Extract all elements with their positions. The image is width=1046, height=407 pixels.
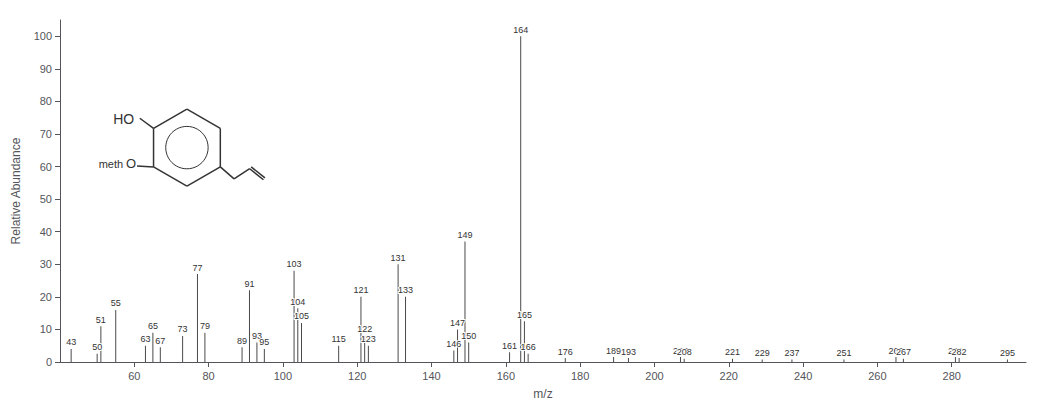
svg-text:147: 147 — [450, 318, 465, 328]
svg-text:90: 90 — [40, 63, 52, 75]
svg-text:282: 282 — [952, 347, 967, 357]
svg-text:240: 240 — [794, 370, 812, 382]
svg-text:149: 149 — [457, 230, 472, 240]
svg-text:260: 260 — [868, 370, 886, 382]
svg-text:70: 70 — [40, 128, 52, 140]
svg-text:51: 51 — [96, 315, 106, 325]
svg-text:79: 79 — [200, 321, 210, 331]
svg-text:73: 73 — [178, 324, 188, 334]
svg-text:O: O — [126, 156, 136, 171]
svg-text:176: 176 — [558, 347, 573, 357]
svg-text:0: 0 — [46, 356, 52, 368]
svg-text:180: 180 — [571, 370, 589, 382]
svg-text:63: 63 — [140, 334, 150, 344]
svg-text:80: 80 — [202, 370, 214, 382]
svg-text:295: 295 — [1000, 348, 1015, 358]
svg-text:93: 93 — [251, 331, 262, 341]
svg-text:221: 221 — [725, 347, 740, 357]
svg-text:43: 43 — [66, 337, 76, 347]
svg-text:103: 103 — [287, 259, 302, 269]
svg-text:164: 164 — [513, 25, 528, 35]
svg-text:131: 131 — [391, 253, 406, 263]
svg-text:50: 50 — [92, 342, 102, 352]
svg-text:91: 91 — [244, 279, 254, 289]
svg-text:HO: HO — [113, 111, 134, 127]
svg-text:65: 65 — [148, 321, 158, 331]
svg-text:50: 50 — [40, 193, 52, 205]
svg-text:208: 208 — [677, 347, 692, 357]
svg-text:100: 100 — [34, 30, 52, 42]
svg-text:237: 237 — [784, 348, 799, 358]
svg-text:60: 60 — [40, 161, 52, 173]
svg-text:123: 123 — [361, 334, 376, 344]
svg-text:30: 30 — [40, 258, 52, 270]
svg-text:55: 55 — [111, 298, 121, 308]
svg-text:121: 121 — [353, 285, 368, 295]
svg-text:280: 280 — [943, 370, 961, 382]
svg-text:m/z: m/z — [533, 387, 552, 401]
svg-text:200: 200 — [645, 370, 663, 382]
svg-text:80: 80 — [40, 95, 52, 107]
svg-text:150: 150 — [461, 331, 476, 341]
svg-text:146: 146 — [446, 339, 461, 349]
svg-text:229: 229 — [755, 348, 770, 358]
svg-text:Relative Abundance: Relative Abundance — [9, 137, 23, 244]
svg-text:89: 89 — [237, 336, 247, 346]
svg-text:100: 100 — [274, 370, 292, 382]
svg-text:40: 40 — [40, 226, 52, 238]
svg-text:251: 251 — [836, 348, 851, 358]
svg-text:77: 77 — [192, 263, 202, 273]
svg-text:189: 189 — [606, 346, 621, 356]
svg-text:95: 95 — [259, 337, 269, 347]
svg-text:meth: meth — [99, 158, 123, 170]
svg-text:115: 115 — [331, 334, 345, 344]
svg-text:161: 161 — [502, 341, 517, 351]
svg-text:104: 104 — [290, 297, 305, 307]
svg-text:165: 165 — [517, 310, 532, 320]
svg-text:67: 67 — [155, 336, 165, 346]
svg-text:267: 267 — [896, 347, 911, 357]
svg-text:160: 160 — [497, 370, 515, 382]
svg-text:120: 120 — [348, 370, 366, 382]
svg-text:60: 60 — [128, 370, 140, 382]
svg-text:105: 105 — [294, 311, 309, 321]
svg-text:166: 166 — [521, 342, 536, 352]
svg-text:220: 220 — [720, 370, 738, 382]
svg-text:20: 20 — [40, 291, 52, 303]
svg-text:193: 193 — [621, 347, 636, 357]
svg-text:140: 140 — [422, 370, 440, 382]
svg-text:133: 133 — [398, 285, 413, 295]
svg-text:10: 10 — [40, 323, 52, 335]
svg-text:122: 122 — [357, 324, 372, 334]
